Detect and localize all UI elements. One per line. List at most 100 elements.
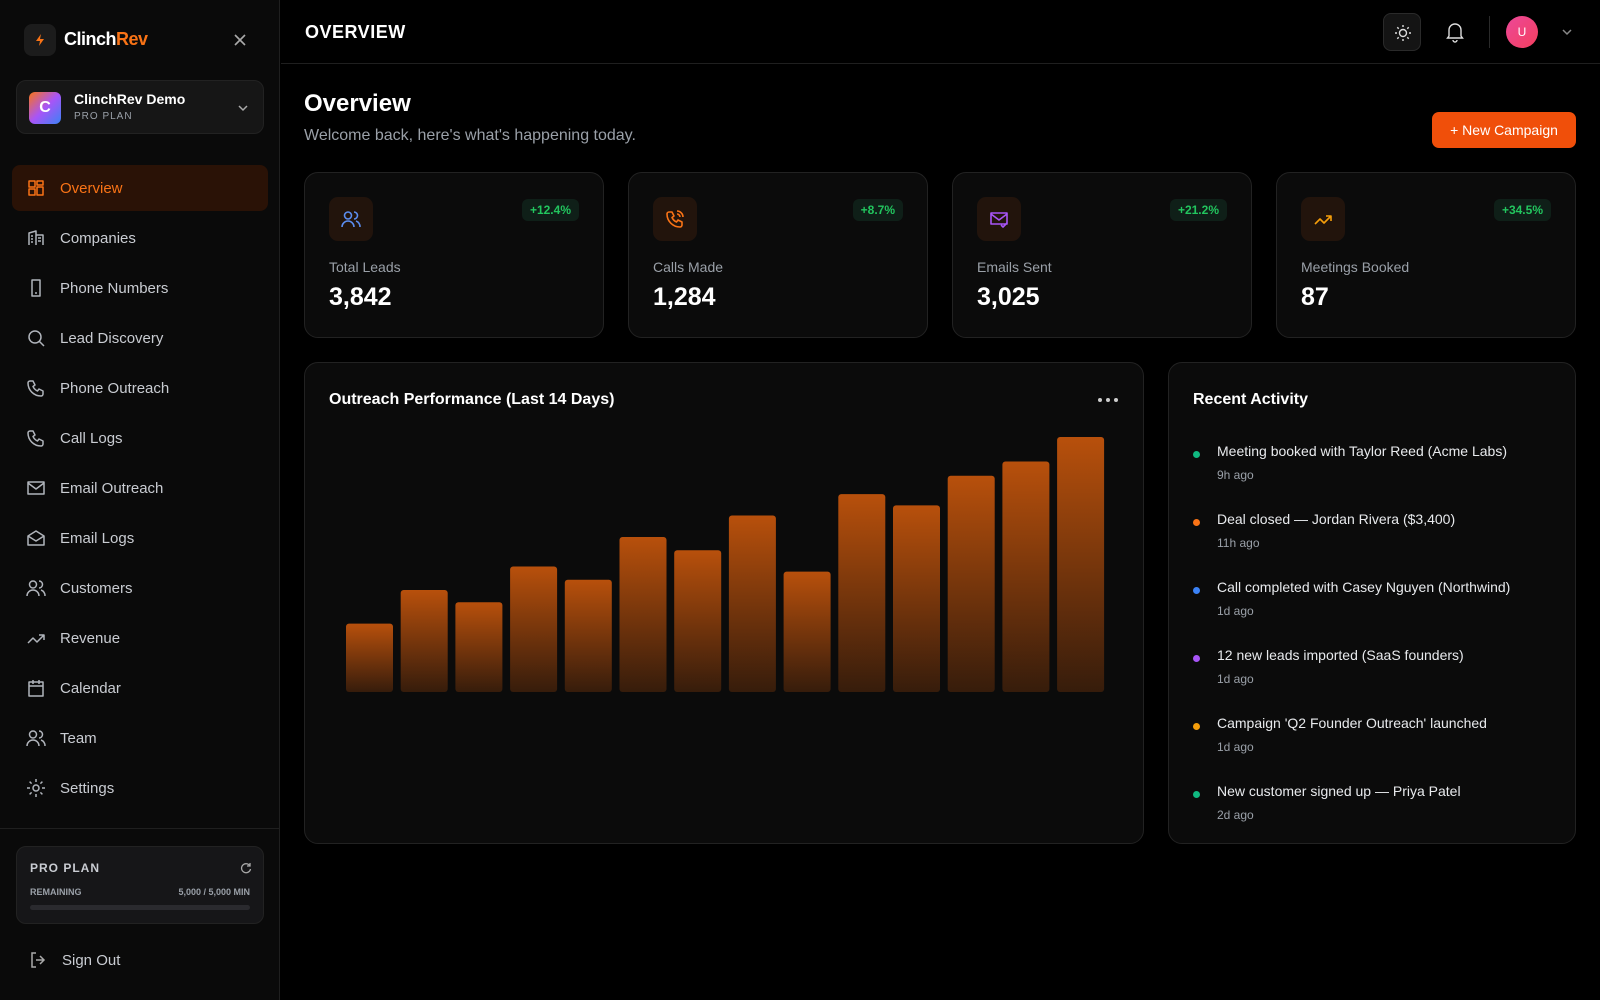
nav-item[interactable]: Phone Numbers [12, 265, 268, 311]
nav-item[interactable]: Email Logs [12, 515, 268, 561]
logo [24, 24, 56, 56]
bar [674, 550, 722, 692]
bar [455, 602, 503, 692]
stat-label: Total Leads [329, 259, 401, 275]
user-menu[interactable] [1561, 27, 1573, 37]
stat-value: 3,842 [329, 283, 392, 311]
nav-item[interactable]: Customers [12, 565, 268, 611]
stat-change: +8.7% [852, 199, 903, 221]
nav-label: Overview [60, 179, 123, 197]
nav-label: Team [60, 729, 97, 747]
page-subtitle: Welcome back, here's what's happening to… [304, 127, 636, 144]
activity-text: Call completed with Casey Nguyen (Northw… [1217, 579, 1511, 595]
stat-card: +34.5% Meetings Booked 87 [1276, 172, 1576, 338]
brand-b: Rev [116, 29, 148, 49]
activity-dot [1193, 723, 1200, 730]
stat-value: 1,284 [653, 283, 716, 311]
activity-text: Deal closed — Jordan Rivera ($3,400) [1217, 511, 1456, 527]
nav-icon [28, 180, 44, 196]
stat-icon [329, 197, 373, 241]
nav-label: Call Logs [60, 429, 123, 447]
bar [510, 566, 558, 692]
nav-item[interactable]: Companies [12, 215, 268, 261]
activity-time: 2d ago [1217, 808, 1254, 822]
nav-item[interactable]: Settings [12, 765, 268, 811]
activity-text: Meeting booked with Taylor Reed (Acme La… [1217, 443, 1508, 459]
nav-icon [27, 530, 45, 546]
stat-icon [653, 197, 697, 241]
user-avatar[interactable]: U [1506, 16, 1538, 48]
nav-label: Lead Discovery [60, 329, 164, 347]
nav-item[interactable]: Calendar [12, 665, 268, 711]
nav-item[interactable]: Revenue [12, 615, 268, 661]
nav-icon [28, 230, 44, 245]
brand: ClinchRev [64, 29, 148, 50]
chart-card: Outreach Performance (Last 14 Days) [304, 362, 1144, 844]
nav-icon [27, 779, 45, 797]
nav-label: Phone Numbers [60, 279, 169, 297]
bar [1002, 461, 1050, 692]
bar [1057, 437, 1105, 692]
remaining-value: 5,000 / 5,000 MIN [178, 887, 250, 897]
progress-track [30, 905, 250, 910]
activity-time: 1d ago [1217, 740, 1254, 754]
sign-out-label: Sign Out [62, 951, 121, 969]
nav-label: Email Logs [60, 529, 135, 547]
close-button[interactable] [233, 33, 247, 47]
nav-item[interactable]: Overview [12, 165, 268, 211]
stat-card: +8.7% Calls Made 1,284 [628, 172, 928, 338]
stat-label: Meetings Booked [1301, 259, 1410, 275]
bar [728, 515, 776, 692]
activity-time: 9h ago [1217, 468, 1254, 482]
nav-icon [28, 330, 45, 347]
bar [947, 475, 995, 692]
sign-out[interactable]: Sign Out [28, 950, 120, 970]
new-campaign-button[interactable]: + New Campaign [1432, 112, 1576, 148]
bar [893, 505, 940, 692]
chart-title: Outreach Performance (Last 14 Days) [329, 391, 615, 408]
nav-label: Phone Outreach [60, 379, 170, 397]
refresh-icon[interactable] [239, 861, 253, 875]
stat-icon [1301, 197, 1345, 241]
nav-item[interactable]: Lead Discovery [12, 315, 268, 361]
header-title: OVERVIEW [305, 22, 406, 42]
activity-time: 11h ago [1217, 536, 1260, 550]
nav-item[interactable]: Call Logs [12, 415, 268, 461]
plan-title: PRO PLAN [30, 861, 101, 875]
brand-a: Clinch [64, 29, 117, 49]
nav-item[interactable]: Team [12, 715, 268, 761]
stat-card: +21.2% Emails Sent 3,025 [952, 172, 1252, 338]
activity-text: 12 new leads imported (SaaS founders) [1217, 647, 1464, 663]
notifications[interactable] [1445, 21, 1465, 43]
sidebar: ClinchRev C ClinchRev Demo PRO PLAN Over… [0, 0, 280, 1000]
page-title: Overview [304, 90, 411, 117]
nav-label: Settings [60, 779, 115, 797]
plan-box: PRO PLAN REMAINING 5,000 / 5,000 MIN [16, 846, 264, 924]
nav-item[interactable]: Phone Outreach [12, 365, 268, 411]
activity-dot [1193, 587, 1200, 594]
stat-value: 87 [1301, 283, 1329, 311]
workspace-switcher[interactable]: C ClinchRev Demo PRO PLAN [16, 80, 264, 134]
remaining-label: REMAINING [30, 887, 82, 897]
bar [400, 590, 448, 692]
activity-title: Recent Activity [1193, 391, 1308, 408]
theme-toggle[interactable] [1383, 13, 1421, 51]
stat-change: +21.2% [1169, 199, 1227, 221]
nav-icon [27, 634, 45, 644]
nav-label: Revenue [60, 629, 121, 647]
activity-dot [1193, 791, 1200, 798]
nav-item[interactable]: Email Outreach [12, 465, 268, 511]
nav-icon [27, 430, 44, 447]
nav-icon [31, 279, 41, 297]
bar [564, 579, 612, 692]
more-menu[interactable] [1097, 397, 1119, 403]
bar [346, 623, 393, 692]
activity-time: 1d ago [1217, 604, 1254, 618]
activity-dot [1193, 519, 1200, 526]
nav-icon [26, 580, 46, 597]
bar [838, 494, 886, 692]
stat-value: 3,025 [977, 283, 1040, 311]
activity-time: 1d ago [1217, 672, 1254, 686]
stat-icon [977, 197, 1021, 241]
